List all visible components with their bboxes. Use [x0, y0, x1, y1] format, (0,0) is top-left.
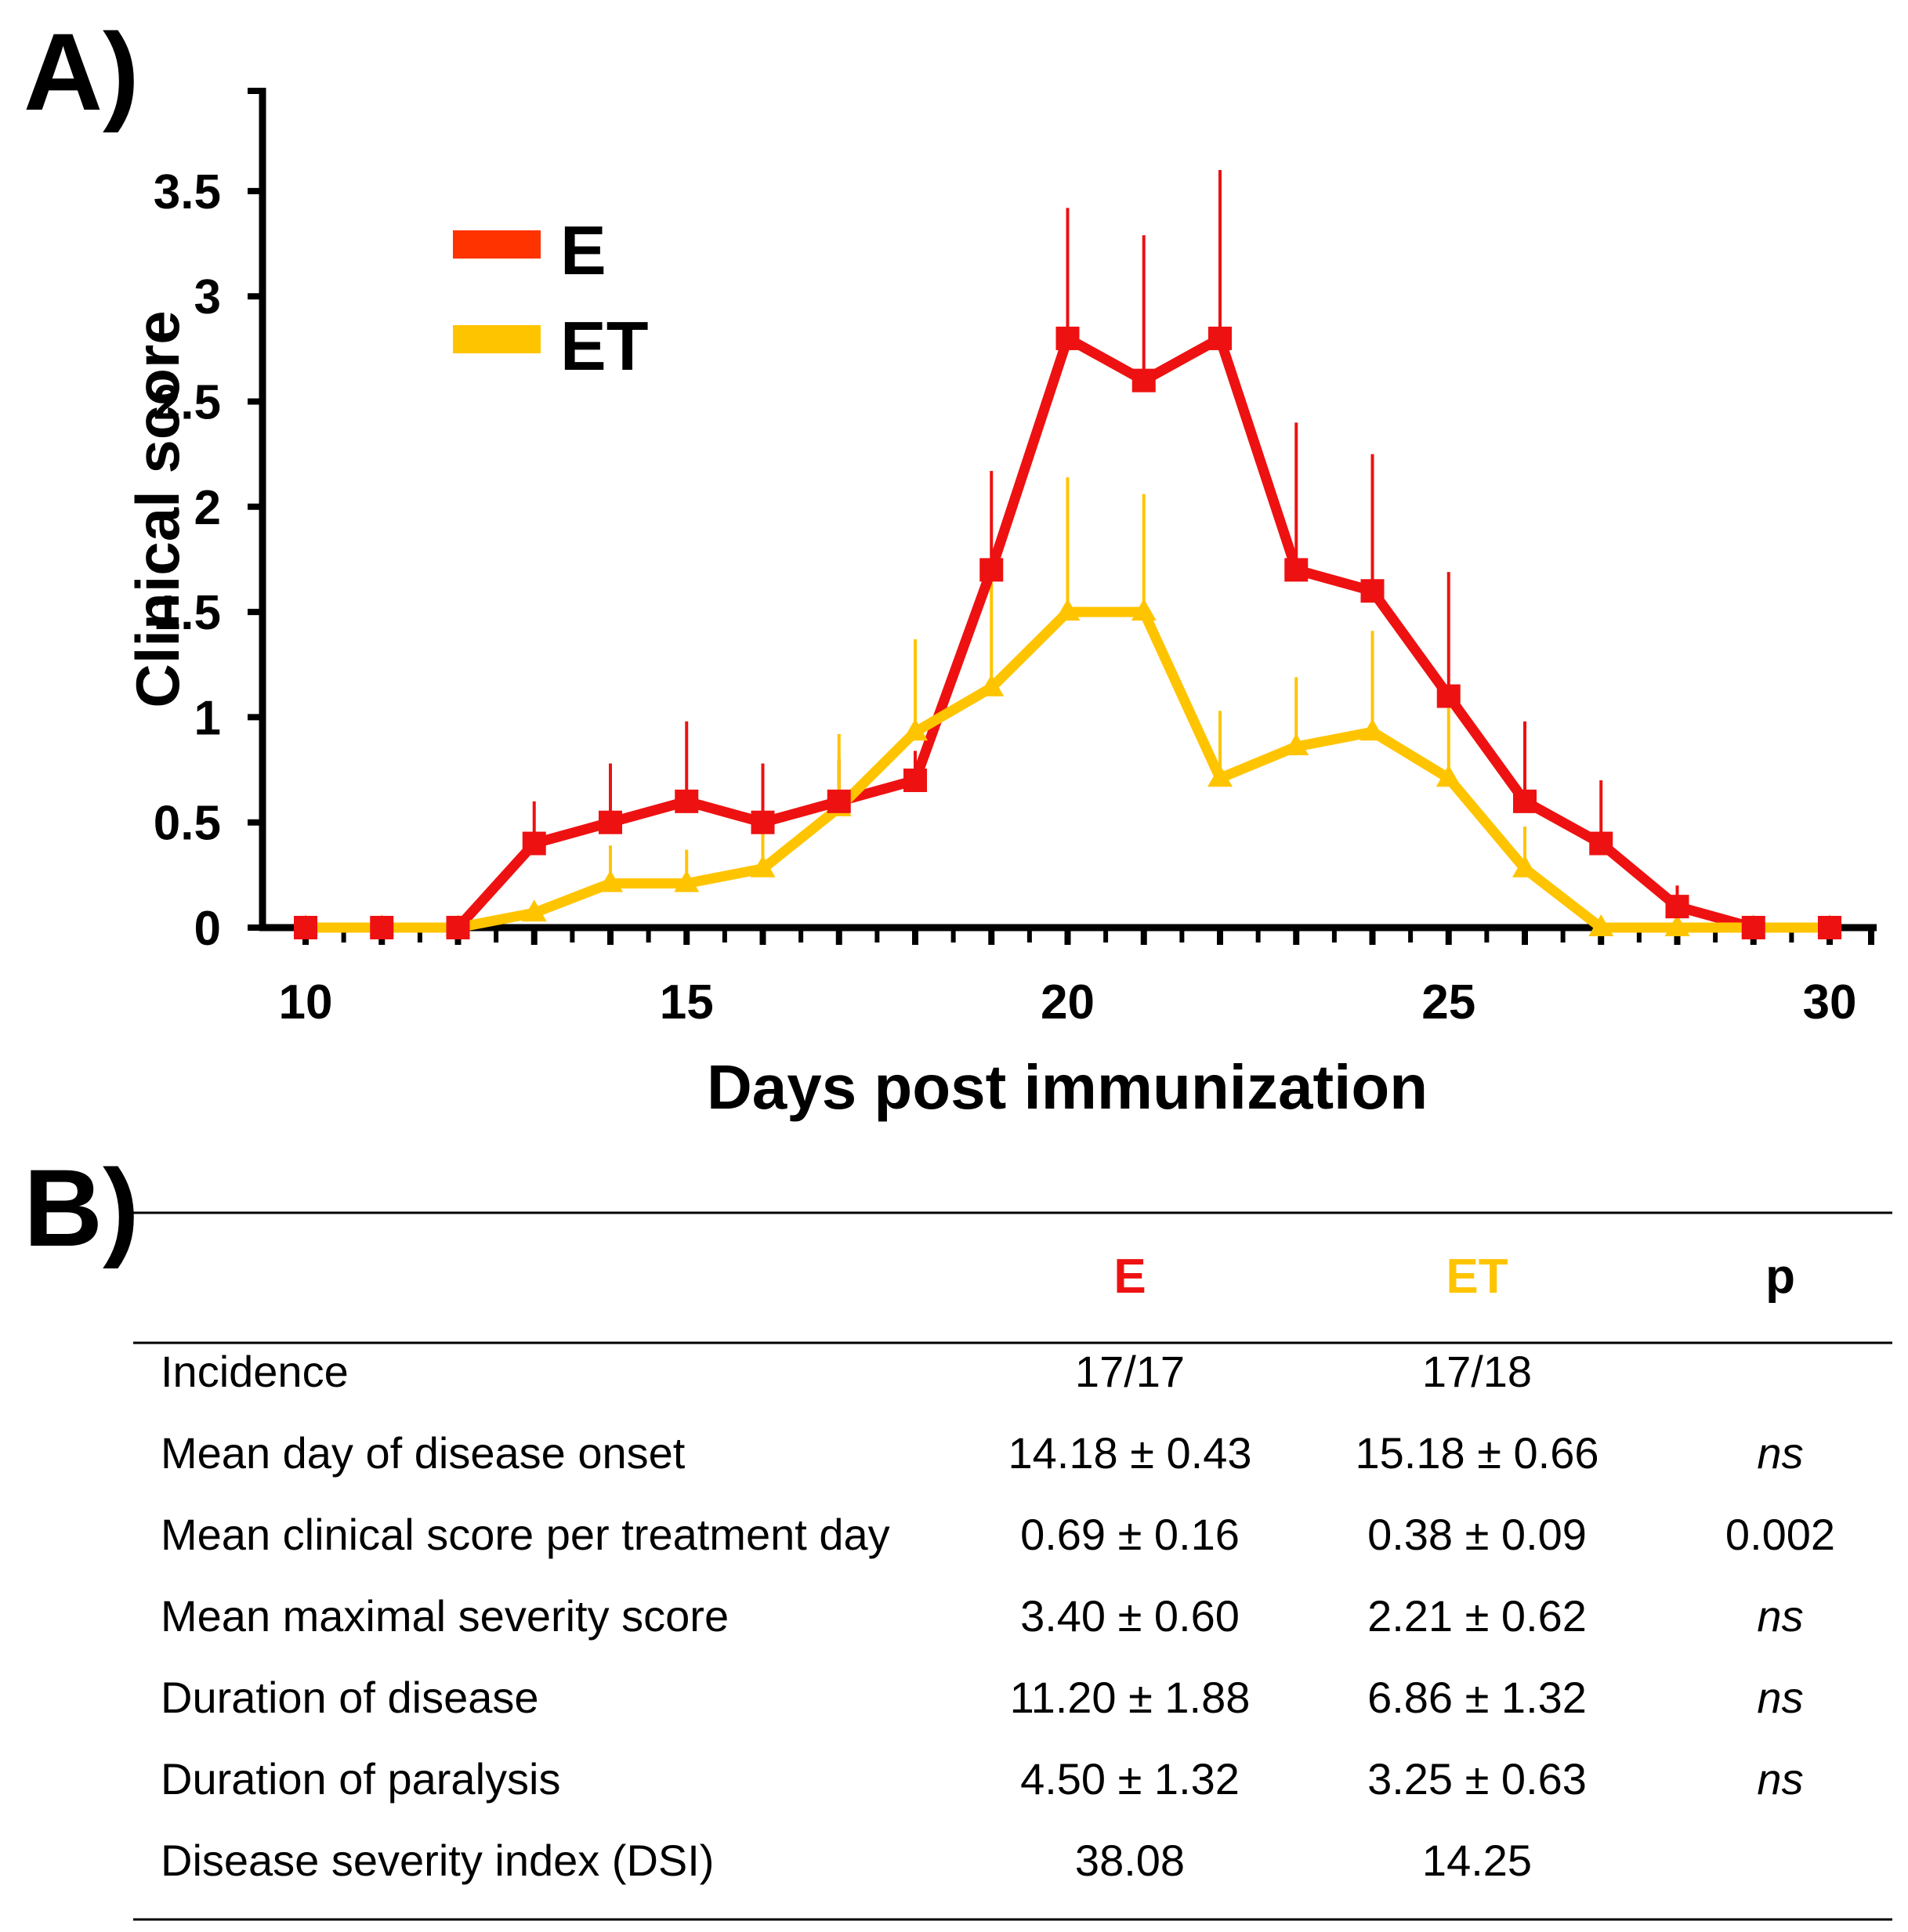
panel-b-label: B) — [24, 1146, 139, 1269]
y-tick-label: 3 — [194, 270, 221, 324]
data-point-et — [979, 674, 1005, 696]
legend-swatch-et — [453, 325, 541, 353]
table-row-label: Mean day of disease onset — [161, 1428, 686, 1478]
data-point-e — [751, 810, 775, 834]
y-tick-label: 1 — [194, 691, 221, 745]
data-point-et — [750, 855, 776, 877]
data-point-et — [521, 899, 547, 922]
y-tick-label: 0 — [194, 902, 221, 956]
data-point-et — [1283, 733, 1309, 756]
table-cell-p: ns — [1757, 1591, 1803, 1641]
table-cell-et: 14.25 — [1422, 1836, 1532, 1885]
data-point-e — [1741, 916, 1765, 939]
data-point-e — [1436, 684, 1461, 708]
table-cell-et: 6.86 ± 1.32 — [1367, 1673, 1587, 1722]
data-point-e — [903, 768, 927, 792]
table-cell-p: 0.002 — [1725, 1510, 1835, 1559]
table-cell-e: 3.40 ± 0.60 — [1020, 1591, 1240, 1641]
data-point-e — [1055, 326, 1080, 350]
y-tick-label: 2.5 — [154, 376, 221, 430]
table-cell-e: 4.50 ± 1.32 — [1020, 1754, 1240, 1804]
table-row-label: Mean maximal severity score — [161, 1591, 729, 1641]
table-cell-p: ns — [1757, 1428, 1803, 1478]
table-row-label: Disease severity index (DSI) — [161, 1836, 714, 1885]
data-point-et — [674, 870, 700, 892]
header-e: E — [1113, 1250, 1146, 1304]
y-tick-label: 0.5 — [154, 797, 221, 851]
data-point-et — [1588, 914, 1614, 936]
table-cell-e: 11.20 ± 1.88 — [1010, 1673, 1251, 1722]
data-point-e — [1513, 789, 1537, 813]
summary-table: E ET p Incidence 17/17 17/18 Mean day of di… — [133, 1211, 1892, 1921]
data-point-e — [675, 789, 699, 813]
legend-label-e: E — [560, 212, 606, 289]
table-cell-e: 38.08 — [1075, 1836, 1185, 1885]
data-point-e — [294, 916, 317, 939]
data-point-e — [446, 916, 470, 939]
data-point-e — [1131, 368, 1156, 393]
header-p: p — [1765, 1250, 1795, 1304]
data-point-e — [1208, 326, 1232, 350]
data-point-e — [1284, 558, 1309, 582]
x-axis-title: Days post immunization — [707, 1052, 1428, 1122]
data-point-et — [903, 718, 928, 741]
x-tick-label: 30 — [1803, 975, 1857, 1029]
legend-swatch-e — [453, 230, 541, 259]
data-point-et — [1664, 914, 1690, 936]
x-tick-label: 15 — [660, 975, 714, 1029]
data-point-et — [1359, 718, 1385, 741]
y-axis-title: Clinical score — [123, 310, 192, 707]
table-cell-et: 3.25 ± 0.63 — [1367, 1754, 1587, 1804]
x-tick-label: 25 — [1421, 975, 1475, 1029]
table-row-label: Duration of paralysis — [161, 1754, 560, 1804]
data-point-et — [1055, 599, 1081, 621]
data-point-et — [1512, 855, 1537, 877]
table-cell-et: 15.18 ± 0.66 — [1356, 1428, 1599, 1478]
data-point-e — [827, 789, 851, 813]
data-point-et — [1131, 599, 1157, 621]
table-cell-p: ns — [1757, 1754, 1803, 1804]
y-tick-label: 2 — [194, 481, 221, 535]
y-tick-label: 3.5 — [154, 165, 221, 219]
data-point-et — [1207, 765, 1233, 787]
x-tick-label: 10 — [279, 975, 333, 1029]
y-tick-label: 1.5 — [154, 586, 221, 640]
data-point-e — [522, 831, 546, 856]
header-et: ET — [1446, 1250, 1508, 1304]
data-point-e — [599, 810, 622, 834]
legend-label-et: ET — [560, 307, 648, 385]
data-point-e — [1665, 895, 1689, 919]
data-point-e — [1360, 579, 1385, 603]
table-cell-et: 0.38 ± 0.09 — [1367, 1510, 1587, 1559]
x-tick-label: 20 — [1041, 975, 1095, 1029]
data-point-e — [370, 916, 394, 939]
table-row-label: Mean clinical score per treatment day — [161, 1510, 890, 1559]
data-point-et — [598, 870, 623, 892]
table-cell-e: 17/17 — [1075, 1347, 1185, 1396]
data-point-e — [979, 558, 1004, 582]
panel-a-label: A) — [24, 10, 139, 133]
table-row-label: Incidence — [161, 1347, 349, 1396]
data-point-et — [1436, 765, 1461, 787]
data-point-e — [1818, 916, 1841, 939]
table-cell-et: 17/18 — [1422, 1347, 1532, 1396]
table-cell-et: 2.21 ± 0.62 — [1367, 1591, 1587, 1641]
table-cell-e: 14.18 ± 0.43 — [1008, 1428, 1252, 1478]
data-point-e — [1589, 831, 1613, 856]
table-cell-p: ns — [1757, 1673, 1803, 1722]
table-row-label: Duration of disease — [161, 1673, 539, 1722]
series-line-et — [306, 606, 1830, 933]
table-cell-e: 0.69 ± 0.16 — [1020, 1510, 1240, 1559]
legend: E ET — [453, 212, 648, 385]
